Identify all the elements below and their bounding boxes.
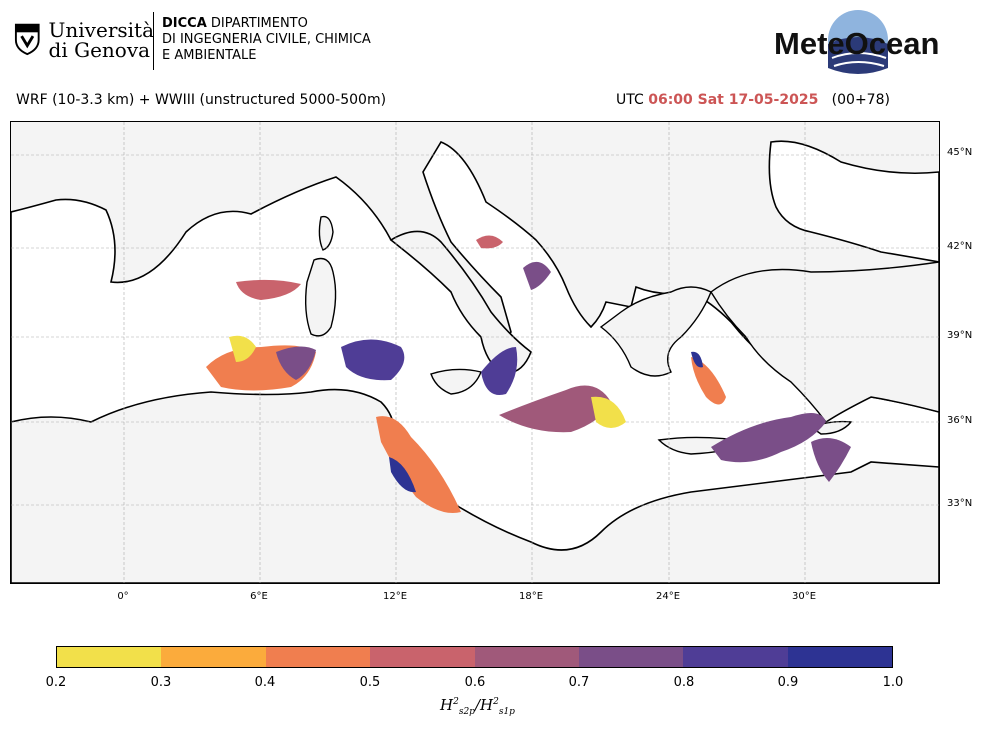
- ratio-blob-greece-west: [499, 385, 611, 433]
- utc-line: UTC 06:00 Sat 17-05-2025 (00+78): [616, 92, 890, 108]
- colorbar-tick-0: 0.2: [45, 675, 67, 690]
- colorbar-tick-4: 0.6: [464, 675, 486, 690]
- department-line1: DIPARTIMENTO: [210, 16, 308, 31]
- meteocean-logo: MeteOcean: [774, 10, 939, 74]
- university-line1: Università: [48, 18, 154, 42]
- colorbar-label: H2s2p/H2s1p: [440, 696, 515, 717]
- label-h-denominator: H: [480, 696, 494, 714]
- ratio-blob-aegean: [691, 357, 726, 405]
- utc-prefix: UTC: [616, 92, 644, 108]
- ratio-blob-rhodes: [711, 413, 826, 463]
- map-panel[interactable]: [10, 121, 940, 584]
- lat-label-42: 42°N: [947, 241, 973, 252]
- department-line2: DI INGEGNERIA CIVILE, CHIMICA: [162, 32, 371, 47]
- ratio-blob-balearic-edge: [229, 335, 256, 362]
- university-name: Università di Genova: [49, 20, 154, 60]
- model-title: WRF (10-3.3 km) + WWIII (unstructured 50…: [16, 92, 387, 108]
- ratio-blob-sicily-core: [389, 457, 416, 493]
- university-logo: Università di Genova: [14, 14, 154, 70]
- ratio-blob-ligurian: [236, 279, 301, 300]
- ratio-blob-ionian: [481, 347, 518, 396]
- lon-label-0: 0°: [117, 591, 129, 602]
- colorbar-tick-1: 0.3: [150, 675, 172, 690]
- colorbar-bin-6: [578, 647, 684, 667]
- ratio-blob-dalmatia: [523, 261, 551, 290]
- colorbar-bin-8: [787, 647, 892, 667]
- lon-label-18e: 18°E: [518, 591, 544, 602]
- forecast-step: (00+78): [831, 92, 890, 108]
- department-line3: E AMBIENTALE: [162, 48, 257, 63]
- map-canvas: [11, 122, 939, 583]
- university-shield-icon: [14, 23, 40, 56]
- lat-label-45: 45°N: [947, 147, 973, 158]
- label-sub-denominator: s1p: [498, 707, 515, 717]
- lon-label-12e: 12°E: [382, 591, 408, 602]
- department-name: DICCA DIPARTIMENTO DI INGEGNERIA CIVILE,…: [162, 16, 371, 64]
- colorbar-bin-2: [161, 647, 266, 667]
- colorbar-tick-3: 0.5: [359, 675, 381, 690]
- colorbar: [56, 646, 893, 668]
- lat-label-36: 36°N: [947, 415, 973, 426]
- lon-label-6e: 6°E: [250, 591, 268, 602]
- colorbar-bin-7: [683, 647, 788, 667]
- colorbar-bin-3: [265, 647, 371, 667]
- lat-label-33: 33°N: [947, 498, 973, 509]
- corsica-island: [318, 215, 334, 251]
- lat-label-39: 39°N: [947, 330, 973, 341]
- ratio-blob-balearic-core: [276, 346, 316, 380]
- colorbar-tick-2: 0.4: [254, 675, 276, 690]
- colorbar-tick-7: 0.9: [777, 675, 799, 690]
- ratio-blob-adriatic: [476, 235, 503, 249]
- ratio-blob-sicily-channel: [376, 416, 461, 513]
- ratio-blob-greece-yellow: [591, 396, 626, 428]
- colorbar-bin-4: [370, 647, 475, 667]
- lon-label-24e: 24°E: [655, 591, 681, 602]
- label-sup-denominator: 2: [493, 697, 499, 707]
- label-sub-numerator: s2p: [458, 707, 475, 717]
- sardinia-island: [304, 257, 337, 337]
- department-acronym: DICCA: [162, 16, 207, 31]
- ratio-blob-levant: [811, 438, 851, 482]
- ratio-blob-aegean-core: [691, 351, 703, 368]
- lon-label-30e: 30°E: [791, 591, 817, 602]
- ratio-blob-tyrrhenian: [341, 339, 405, 381]
- colorbar-bin-1: [57, 647, 162, 667]
- university-line2: di Genova: [48, 38, 151, 62]
- logo-divider: [153, 12, 154, 70]
- sicily-island: [430, 368, 482, 395]
- colorbar-tick-5: 0.7: [568, 675, 590, 690]
- meteocean-brand-text: MeteOcean: [774, 26, 939, 61]
- utc-time: 06:00 Sat 17-05-2025: [648, 92, 819, 108]
- italy-peninsula: [389, 230, 532, 374]
- wave-ratio-field: [206, 235, 851, 513]
- label-sup-numerator: 2: [453, 697, 459, 707]
- colorbar-tick-6: 0.8: [673, 675, 695, 690]
- turkey: [710, 261, 939, 423]
- colorbar-bin-5: [474, 647, 579, 667]
- label-h-numerator: H: [440, 696, 454, 714]
- colorbar-tick-8: 1.0: [882, 675, 904, 690]
- black-sea: [768, 140, 939, 263]
